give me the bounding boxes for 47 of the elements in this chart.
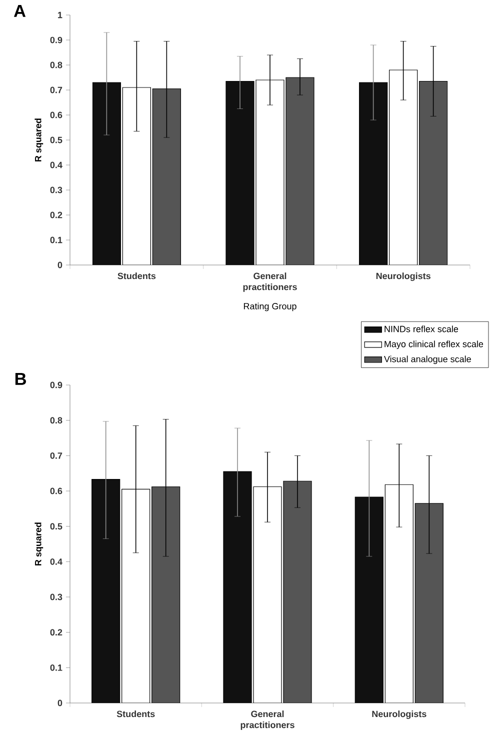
x-tick-label: General practitioners (240, 710, 294, 730)
y-axis-title: R squared (34, 118, 44, 162)
y-tick-label: 0.6 (50, 112, 62, 118)
x-tick-label: General practitioners (243, 272, 297, 292)
x-tick-label: Neurologists (372, 710, 426, 719)
y-tick-label: 0.5 (50, 523, 62, 530)
y-tick-label: 0.8 (50, 62, 62, 68)
y-tick-label: 0.3 (50, 186, 62, 194)
y-tick-label: 0.6 (50, 488, 62, 494)
y-tick-label: 0.7 (50, 86, 62, 94)
bar (286, 77, 314, 265)
y-tick-label: 0.2 (50, 629, 62, 636)
x-tick-label: Students (118, 272, 156, 280)
y-tick-label: 0 (58, 262, 62, 268)
y-axis-title: R squared (34, 522, 44, 566)
chart-title: B (15, 372, 26, 385)
bar (226, 80, 254, 265)
y-tick-label: 0.4 (50, 558, 62, 565)
y-tick-label: 0.8 (50, 417, 62, 424)
y-tick-label: 0.4 (50, 162, 62, 168)
y-tick-label: 0.5 (50, 136, 62, 144)
y-tick-label: 0.1 (50, 664, 62, 671)
bar (152, 88, 181, 265)
x-tick-label: Neurologists (376, 272, 430, 281)
y-tick-label: 0.9 (50, 382, 62, 388)
bar (283, 480, 312, 703)
bar (223, 471, 252, 703)
y-tick-label: 0.9 (50, 36, 62, 44)
y-tick-label: 1 (58, 12, 62, 18)
y-tick-label: 0 (58, 700, 62, 706)
y-tick-label: 0.3 (50, 594, 62, 600)
legend-label: NINDs reflex scale (384, 326, 458, 332)
bar (359, 82, 388, 265)
y-tick-label: 0.2 (50, 212, 62, 218)
x-axis-title: Rating Group (244, 302, 296, 312)
bar (152, 486, 180, 703)
bar (419, 80, 448, 265)
bar (92, 479, 120, 703)
legend-label: Mayo clinical reflex scale (384, 340, 484, 350)
legend-label: Visual analogue scale (384, 356, 471, 364)
y-tick-label: 0.7 (50, 452, 62, 459)
bar (92, 82, 121, 265)
y-tick-label: 0.1 (50, 236, 62, 244)
chart-title: A (14, 5, 26, 17)
bar (354, 496, 384, 703)
x-tick-label: Students (116, 710, 155, 718)
bar (414, 503, 444, 703)
